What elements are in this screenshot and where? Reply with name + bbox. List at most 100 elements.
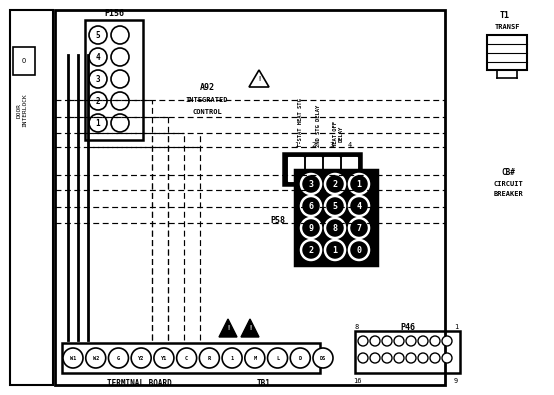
Text: 1: 1 xyxy=(454,324,458,330)
Text: TRANSF: TRANSF xyxy=(494,24,520,30)
Text: 5: 5 xyxy=(332,201,337,211)
Circle shape xyxy=(111,70,129,88)
Text: W2: W2 xyxy=(93,356,99,361)
Circle shape xyxy=(111,114,129,132)
Text: 4: 4 xyxy=(96,53,100,62)
Text: 1: 1 xyxy=(294,142,298,148)
Text: G: G xyxy=(117,356,120,361)
Bar xyxy=(55,10,445,385)
Circle shape xyxy=(89,114,107,132)
Circle shape xyxy=(86,348,106,368)
Text: 2: 2 xyxy=(309,246,314,254)
Text: 6: 6 xyxy=(309,201,314,211)
Text: 8: 8 xyxy=(355,324,359,330)
Circle shape xyxy=(301,174,321,194)
Circle shape xyxy=(418,336,428,346)
Text: 2: 2 xyxy=(312,142,316,148)
Circle shape xyxy=(245,348,265,368)
Circle shape xyxy=(358,353,368,363)
Text: 3: 3 xyxy=(330,142,334,148)
Circle shape xyxy=(349,196,369,216)
Bar xyxy=(283,153,361,185)
Text: Y2: Y2 xyxy=(138,356,144,361)
Text: !: ! xyxy=(226,325,230,331)
Bar xyxy=(295,170,377,265)
Circle shape xyxy=(370,336,380,346)
Text: 2: 2 xyxy=(332,179,337,188)
Circle shape xyxy=(394,336,404,346)
Text: 9: 9 xyxy=(309,224,314,233)
Text: 8: 8 xyxy=(332,224,337,233)
Circle shape xyxy=(325,218,345,238)
Circle shape xyxy=(349,218,369,238)
Circle shape xyxy=(109,348,129,368)
Polygon shape xyxy=(241,319,259,337)
Circle shape xyxy=(325,174,345,194)
Text: 3: 3 xyxy=(96,75,100,83)
Text: DS: DS xyxy=(320,356,326,361)
Circle shape xyxy=(199,348,219,368)
Bar xyxy=(324,157,339,181)
Text: 2ND STG DELAY: 2ND STG DELAY xyxy=(315,105,321,147)
Bar xyxy=(85,20,143,140)
Bar xyxy=(355,331,460,373)
Bar xyxy=(10,10,53,385)
Text: CB#: CB# xyxy=(501,167,515,177)
Polygon shape xyxy=(219,319,237,337)
Circle shape xyxy=(89,26,107,44)
Circle shape xyxy=(370,353,380,363)
Circle shape xyxy=(111,26,129,44)
Text: 3: 3 xyxy=(309,179,314,188)
Text: Y1: Y1 xyxy=(161,356,167,361)
Circle shape xyxy=(154,348,174,368)
Text: C: C xyxy=(185,356,188,361)
Circle shape xyxy=(111,48,129,66)
Circle shape xyxy=(325,240,345,260)
Circle shape xyxy=(89,70,107,88)
Text: 16: 16 xyxy=(353,378,361,384)
Circle shape xyxy=(301,218,321,238)
Text: !: ! xyxy=(248,325,252,331)
Circle shape xyxy=(89,48,107,66)
Bar xyxy=(13,47,35,75)
Text: INTEGRATED: INTEGRATED xyxy=(186,97,228,103)
Circle shape xyxy=(406,353,416,363)
Text: 1: 1 xyxy=(230,356,234,361)
Circle shape xyxy=(222,348,242,368)
Text: 7: 7 xyxy=(357,224,362,233)
Circle shape xyxy=(290,348,310,368)
Text: R: R xyxy=(208,356,211,361)
Circle shape xyxy=(89,92,107,110)
Text: 4: 4 xyxy=(357,201,362,211)
Circle shape xyxy=(442,336,452,346)
Circle shape xyxy=(325,196,345,216)
Text: W1: W1 xyxy=(70,356,76,361)
Text: CIRCUIT: CIRCUIT xyxy=(493,181,523,187)
Circle shape xyxy=(301,240,321,260)
Text: 9: 9 xyxy=(454,378,458,384)
Text: P46: P46 xyxy=(401,322,416,331)
Circle shape xyxy=(418,353,428,363)
Bar xyxy=(487,35,527,70)
Text: 2: 2 xyxy=(96,96,100,105)
Circle shape xyxy=(406,336,416,346)
Text: P58: P58 xyxy=(270,216,285,224)
Text: DOOR
INTERLOCK: DOOR INTERLOCK xyxy=(17,93,27,127)
Circle shape xyxy=(313,348,333,368)
Circle shape xyxy=(382,336,392,346)
Text: 5: 5 xyxy=(96,30,100,40)
Text: 4: 4 xyxy=(348,142,352,148)
Text: TERMINAL BOARD: TERMINAL BOARD xyxy=(107,378,172,387)
Circle shape xyxy=(63,348,83,368)
Circle shape xyxy=(111,92,129,110)
Text: A92: A92 xyxy=(199,83,214,92)
Text: O: O xyxy=(22,58,26,64)
Text: 1: 1 xyxy=(357,179,362,188)
Text: P156: P156 xyxy=(104,9,124,17)
Text: T1: T1 xyxy=(500,11,510,19)
Circle shape xyxy=(394,353,404,363)
Bar xyxy=(62,343,320,373)
Text: L: L xyxy=(276,356,279,361)
Bar xyxy=(342,157,357,181)
Bar xyxy=(288,157,303,181)
